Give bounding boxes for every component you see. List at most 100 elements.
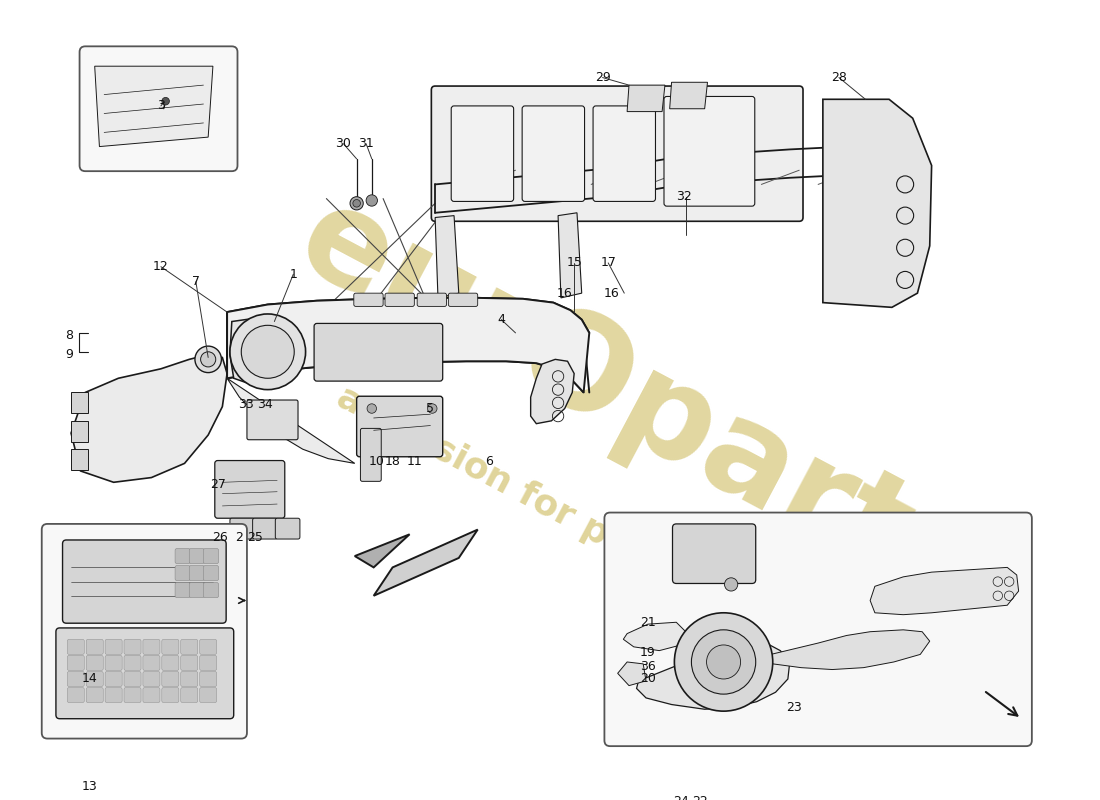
FancyBboxPatch shape bbox=[189, 549, 205, 564]
Polygon shape bbox=[355, 534, 409, 567]
FancyBboxPatch shape bbox=[79, 46, 238, 171]
FancyBboxPatch shape bbox=[124, 687, 141, 702]
FancyBboxPatch shape bbox=[106, 655, 122, 670]
FancyBboxPatch shape bbox=[106, 687, 122, 702]
FancyBboxPatch shape bbox=[315, 323, 442, 381]
FancyBboxPatch shape bbox=[356, 396, 442, 457]
Text: 16: 16 bbox=[557, 286, 573, 300]
FancyBboxPatch shape bbox=[175, 566, 190, 581]
Text: 9: 9 bbox=[65, 348, 73, 361]
FancyBboxPatch shape bbox=[124, 655, 141, 670]
FancyBboxPatch shape bbox=[180, 655, 198, 670]
Polygon shape bbox=[72, 449, 88, 470]
FancyBboxPatch shape bbox=[246, 400, 298, 440]
FancyBboxPatch shape bbox=[143, 639, 160, 654]
FancyBboxPatch shape bbox=[200, 639, 217, 654]
Polygon shape bbox=[436, 216, 459, 298]
Text: 1: 1 bbox=[289, 268, 297, 281]
FancyBboxPatch shape bbox=[522, 106, 584, 202]
FancyBboxPatch shape bbox=[204, 566, 219, 581]
Text: 3: 3 bbox=[157, 99, 165, 113]
Text: 28: 28 bbox=[830, 71, 847, 84]
Text: 15: 15 bbox=[566, 256, 582, 270]
Text: 17: 17 bbox=[601, 256, 616, 270]
FancyBboxPatch shape bbox=[230, 518, 254, 539]
FancyArrowPatch shape bbox=[986, 692, 1018, 716]
FancyBboxPatch shape bbox=[86, 639, 103, 654]
FancyBboxPatch shape bbox=[143, 687, 160, 702]
FancyBboxPatch shape bbox=[189, 582, 205, 598]
Circle shape bbox=[674, 613, 772, 711]
Polygon shape bbox=[227, 298, 590, 393]
Circle shape bbox=[692, 630, 756, 694]
Text: 27: 27 bbox=[210, 478, 225, 490]
FancyBboxPatch shape bbox=[451, 106, 514, 202]
FancyBboxPatch shape bbox=[200, 655, 217, 670]
Polygon shape bbox=[618, 662, 646, 686]
FancyBboxPatch shape bbox=[214, 461, 285, 518]
FancyBboxPatch shape bbox=[664, 97, 755, 206]
FancyBboxPatch shape bbox=[180, 639, 198, 654]
Text: 4: 4 bbox=[497, 313, 505, 326]
Text: 19: 19 bbox=[640, 646, 656, 659]
FancyBboxPatch shape bbox=[200, 687, 217, 702]
Text: 6: 6 bbox=[485, 455, 493, 468]
Circle shape bbox=[195, 346, 221, 373]
Circle shape bbox=[366, 195, 377, 206]
Text: 14: 14 bbox=[82, 673, 98, 686]
Text: 24: 24 bbox=[673, 795, 689, 800]
Text: 2: 2 bbox=[235, 530, 243, 544]
FancyBboxPatch shape bbox=[175, 549, 190, 564]
FancyBboxPatch shape bbox=[162, 671, 179, 686]
Polygon shape bbox=[95, 66, 213, 146]
Polygon shape bbox=[637, 641, 790, 710]
FancyBboxPatch shape bbox=[63, 540, 227, 623]
FancyBboxPatch shape bbox=[86, 671, 103, 686]
FancyBboxPatch shape bbox=[143, 655, 160, 670]
FancyBboxPatch shape bbox=[672, 524, 756, 583]
FancyBboxPatch shape bbox=[67, 671, 85, 686]
FancyBboxPatch shape bbox=[253, 518, 277, 539]
Polygon shape bbox=[72, 354, 227, 482]
FancyBboxPatch shape bbox=[67, 639, 85, 654]
FancyBboxPatch shape bbox=[124, 671, 141, 686]
Text: 20: 20 bbox=[640, 673, 656, 686]
Text: 22: 22 bbox=[692, 795, 707, 800]
Polygon shape bbox=[530, 359, 574, 424]
FancyBboxPatch shape bbox=[106, 639, 122, 654]
Polygon shape bbox=[771, 630, 929, 670]
FancyBboxPatch shape bbox=[417, 293, 447, 306]
Circle shape bbox=[350, 197, 363, 210]
Polygon shape bbox=[72, 393, 88, 414]
Text: 12: 12 bbox=[153, 260, 168, 273]
Text: 33: 33 bbox=[238, 398, 254, 411]
FancyBboxPatch shape bbox=[189, 566, 205, 581]
Text: 29: 29 bbox=[595, 71, 610, 84]
Circle shape bbox=[725, 578, 738, 591]
Polygon shape bbox=[72, 421, 88, 442]
Polygon shape bbox=[627, 85, 664, 111]
FancyBboxPatch shape bbox=[106, 671, 122, 686]
FancyBboxPatch shape bbox=[56, 628, 233, 718]
Text: 30: 30 bbox=[336, 138, 351, 150]
Text: 25: 25 bbox=[248, 530, 263, 544]
FancyBboxPatch shape bbox=[604, 513, 1032, 746]
FancyBboxPatch shape bbox=[180, 671, 198, 686]
Text: 23: 23 bbox=[786, 701, 802, 714]
Polygon shape bbox=[670, 82, 707, 109]
Polygon shape bbox=[823, 99, 932, 307]
FancyBboxPatch shape bbox=[86, 687, 103, 702]
Text: a passion for parts since 1985: a passion for parts since 1985 bbox=[330, 380, 890, 698]
FancyBboxPatch shape bbox=[162, 687, 179, 702]
Text: 8: 8 bbox=[65, 330, 74, 342]
FancyBboxPatch shape bbox=[275, 518, 300, 539]
FancyBboxPatch shape bbox=[449, 293, 477, 306]
Circle shape bbox=[200, 352, 216, 367]
FancyBboxPatch shape bbox=[86, 655, 103, 670]
Text: 31: 31 bbox=[359, 138, 374, 150]
Polygon shape bbox=[227, 378, 355, 463]
Text: 26: 26 bbox=[212, 530, 229, 544]
Text: 34: 34 bbox=[257, 398, 273, 411]
Text: 11: 11 bbox=[407, 455, 422, 468]
Circle shape bbox=[241, 326, 294, 378]
